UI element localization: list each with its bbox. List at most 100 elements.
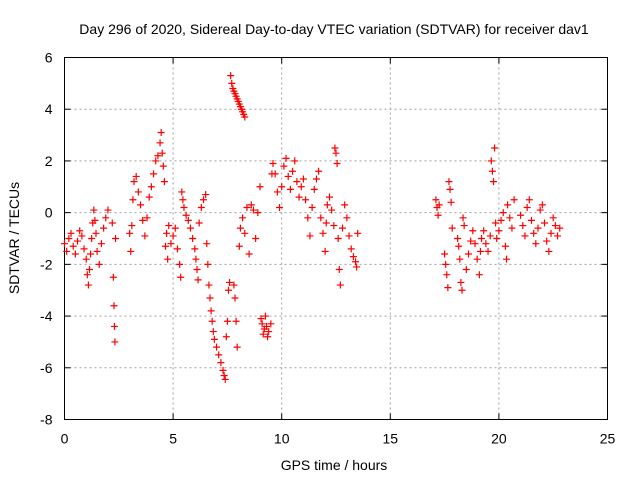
data-point	[192, 255, 200, 263]
data-point	[227, 72, 235, 80]
data-point	[178, 188, 186, 196]
data-point	[256, 183, 264, 191]
data-point	[336, 281, 344, 289]
data-point	[202, 191, 210, 199]
data-point	[306, 232, 314, 240]
data-point	[545, 247, 553, 255]
data-point	[352, 258, 360, 266]
y-tick-label: -8	[40, 412, 53, 428]
data-point	[233, 343, 241, 351]
data-point	[460, 222, 468, 230]
y-tick-label: -4	[40, 308, 53, 324]
data-point	[161, 242, 169, 250]
data-point	[127, 247, 135, 255]
data-point	[462, 266, 470, 274]
data-point	[191, 245, 199, 253]
data-point	[85, 266, 93, 274]
plot-border	[64, 57, 608, 420]
data-point	[434, 211, 442, 219]
data-point	[345, 232, 353, 240]
data-point	[551, 222, 559, 230]
data-point	[259, 330, 267, 338]
data-point	[220, 372, 228, 380]
data-point	[158, 149, 166, 157]
data-point	[90, 206, 98, 214]
data-point	[193, 266, 201, 274]
data-point	[243, 203, 251, 211]
data-point	[129, 196, 137, 204]
data-point	[525, 196, 533, 204]
data-point	[480, 227, 488, 235]
y-tick-label: -2	[40, 256, 53, 272]
data-point	[80, 245, 88, 253]
data-point	[154, 152, 162, 160]
y-axis-label: SDTVAR / TECUs	[6, 182, 22, 294]
data-point	[289, 167, 297, 175]
x-tick-label: 10	[274, 431, 290, 447]
data-point	[83, 271, 91, 279]
data-point	[93, 247, 101, 255]
data-point	[261, 312, 269, 320]
x-tick-label: 20	[491, 431, 507, 447]
data-point	[226, 278, 234, 286]
data-point	[323, 201, 331, 209]
data-point	[484, 247, 492, 255]
data-point	[232, 317, 240, 325]
data-point	[353, 263, 361, 271]
data-point	[223, 317, 231, 325]
data-point	[333, 160, 341, 168]
data-point	[543, 237, 551, 245]
data-point	[297, 183, 305, 191]
data-point	[510, 196, 518, 204]
data-point	[82, 255, 90, 263]
data-point	[267, 320, 275, 328]
data-point	[334, 235, 342, 242]
data-point	[231, 294, 239, 302]
data-point	[63, 247, 71, 255]
data-point	[139, 216, 147, 224]
data-point	[147, 183, 155, 191]
data-point	[456, 255, 464, 263]
data-point	[145, 193, 153, 201]
data-point	[464, 250, 472, 258]
data-point	[530, 229, 538, 237]
data-point	[179, 196, 187, 204]
y-tick-label: 4	[45, 101, 53, 117]
data-point	[169, 232, 177, 240]
data-point	[205, 281, 213, 289]
data-point	[549, 214, 557, 222]
data-point	[304, 214, 312, 222]
data-point	[299, 175, 307, 183]
data-point	[319, 229, 327, 237]
x-tick-label: 5	[169, 431, 177, 447]
data-point	[230, 281, 238, 289]
data-point	[349, 253, 357, 261]
data-point	[128, 222, 136, 230]
data-point	[278, 183, 286, 191]
data-point	[247, 201, 255, 209]
data-point	[102, 214, 110, 222]
data-point	[254, 209, 262, 217]
data-point	[497, 216, 505, 224]
data-point	[134, 188, 142, 196]
y-tick-label: 0	[45, 205, 53, 221]
data-point	[271, 170, 279, 178]
data-point	[457, 278, 465, 286]
data-point	[241, 113, 249, 121]
data-point	[328, 206, 336, 214]
data-point	[69, 242, 77, 250]
chart-title: Day 296 of 2020, Sidereal Day-to-day VTE…	[79, 21, 589, 37]
data-point	[165, 222, 173, 230]
data-point	[282, 154, 290, 162]
data-point	[475, 271, 483, 279]
x-tick-label: 15	[383, 431, 399, 447]
data-point	[330, 222, 338, 230]
data-point	[488, 167, 496, 175]
data-point	[347, 245, 355, 253]
data-point	[258, 320, 266, 328]
data-point	[262, 322, 270, 330]
data-point	[156, 139, 164, 147]
data-point	[458, 286, 466, 294]
data-point	[499, 209, 507, 217]
data-point	[100, 224, 108, 232]
